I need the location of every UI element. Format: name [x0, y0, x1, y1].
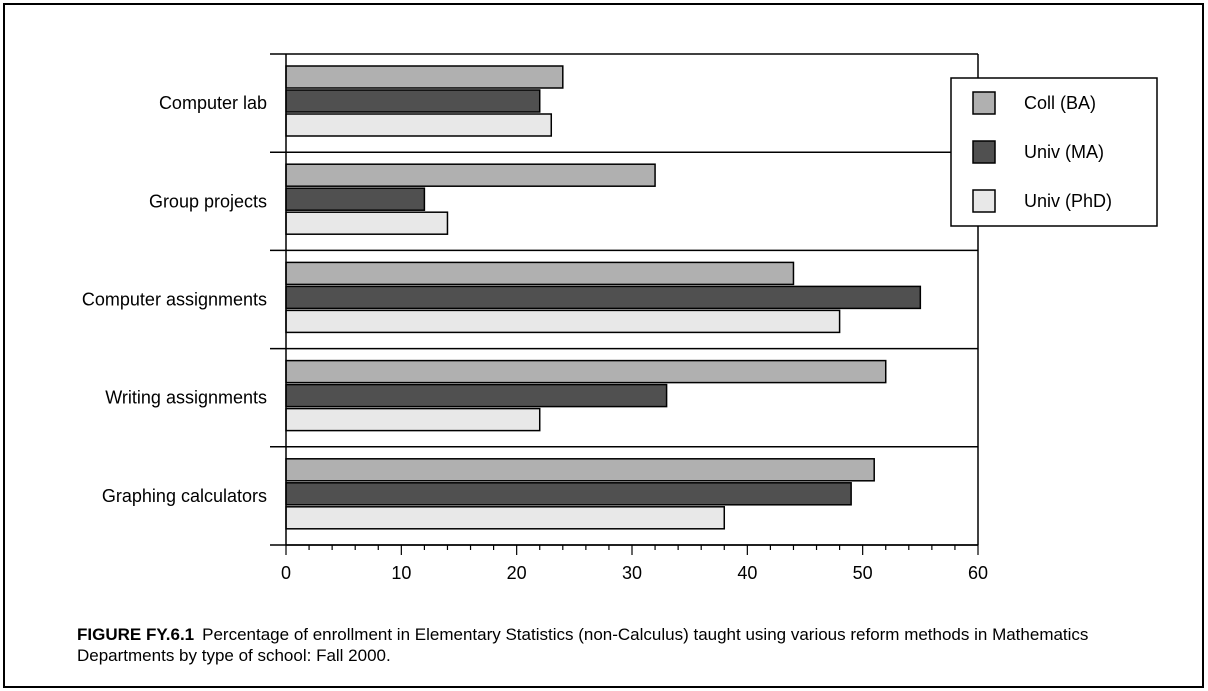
- bar-univ-phd-group-projects: [285, 211, 449, 235]
- bar-coll-ba-computer-assignments: [285, 261, 795, 286]
- category-labels: Computer lab Group projects Computer assig…: [82, 93, 267, 506]
- x-tick-label: 20: [507, 563, 527, 583]
- x-tick-label: 10: [391, 563, 411, 583]
- caption-text: Percentage of enrollment in Elementary S…: [77, 625, 1089, 665]
- bar-univ-ma-graphing-calculators: [285, 482, 852, 506]
- legend-swatch: [972, 189, 996, 213]
- bars: [285, 65, 922, 530]
- category-label: Computer lab: [159, 93, 267, 113]
- category-label: Group projects: [149, 191, 267, 211]
- bar-coll-ba-graphing-calculators: [285, 458, 875, 482]
- x-tick-label: 60: [968, 563, 988, 583]
- legend: Coll (BA) Univ (MA) Univ (PhD): [950, 77, 1158, 227]
- bar-univ-ma-computer-assignments: [285, 285, 922, 310]
- category-label: Graphing calculators: [102, 486, 267, 506]
- legend-label: Univ (MA): [1024, 142, 1104, 162]
- x-tick-label: 50: [853, 563, 873, 583]
- legend-swatch: [972, 91, 996, 115]
- bar-coll-ba-writing-assignments: [285, 359, 887, 384]
- bar-univ-ma-computer-lab: [285, 89, 541, 113]
- bar-univ-phd-writing-assignments: [285, 407, 541, 432]
- legend-label: Coll (BA): [1024, 93, 1096, 113]
- bar-coll-ba-group-projects: [285, 163, 656, 187]
- legend-label: Univ (PhD): [1024, 191, 1112, 211]
- category-label: Computer assignments: [82, 290, 267, 310]
- bar-univ-phd-computer-assignments: [285, 309, 841, 334]
- category-label: Writing assignments: [105, 388, 267, 408]
- figure-caption: FIGURE FY.6.1 Percentage of enrollment in…: [77, 624, 1187, 666]
- figure-label: FIGURE FY.6.1: [77, 625, 195, 644]
- x-tick-labels: 0 10 20 30 40 50 60: [281, 563, 988, 583]
- bar-univ-phd-graphing-calculators: [285, 506, 726, 530]
- x-tick-label: 40: [737, 563, 757, 583]
- x-tick-label: 30: [622, 563, 642, 583]
- bar-univ-ma-writing-assignments: [285, 383, 668, 408]
- x-tick-label: 0: [281, 563, 291, 583]
- bar-univ-phd-computer-lab: [285, 113, 553, 137]
- bar-coll-ba-computer-lab: [285, 65, 564, 89]
- bar-univ-ma-group-projects: [285, 187, 426, 211]
- legend-swatch: [972, 140, 996, 164]
